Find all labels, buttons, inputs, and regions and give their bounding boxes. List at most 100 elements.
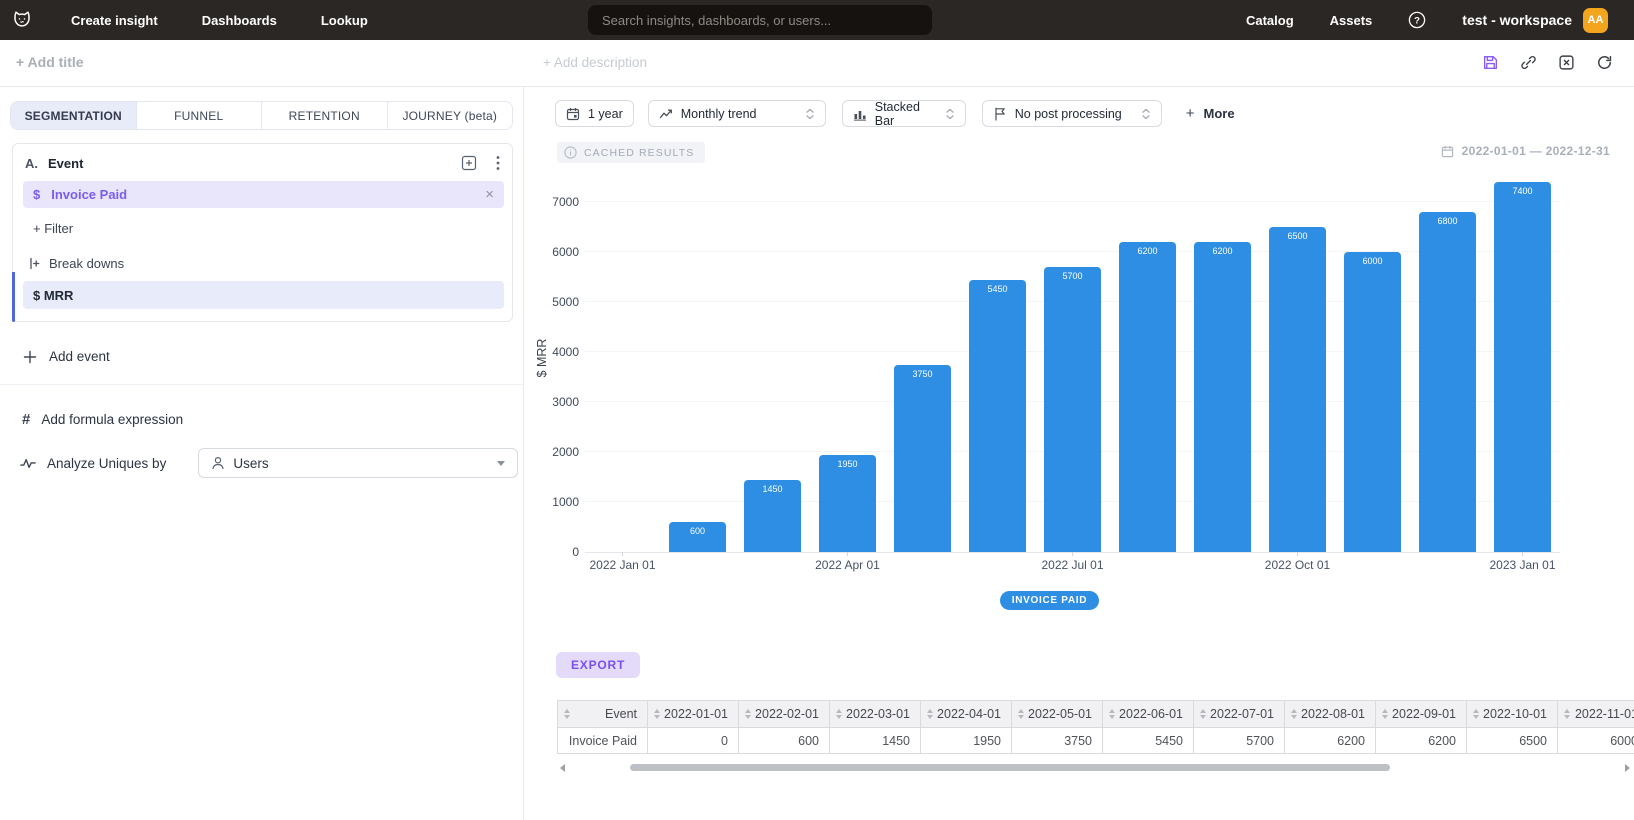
kebab-menu-icon[interactable]: [496, 155, 500, 171]
trend-value: Monthly trend: [680, 106, 757, 121]
date-range-display: 2022-01-01 — 2022-12-31: [1441, 144, 1610, 158]
column-header-2022-11-01[interactable]: 2022-11-01: [1557, 700, 1634, 728]
chart-type-select[interactable]: Stacked Bar: [841, 100, 966, 128]
column-header-2022-05-01[interactable]: 2022-05-01: [1011, 700, 1103, 728]
sort-icon[interactable]: [654, 709, 660, 719]
save-icon[interactable]: [1482, 54, 1499, 71]
column-header-2022-10-01[interactable]: 2022-10-01: [1466, 700, 1558, 728]
date-range-text: 2022-01-01 — 2022-12-31: [1461, 144, 1610, 158]
sort-icon[interactable]: [927, 709, 933, 719]
sort-icon[interactable]: [1564, 709, 1570, 719]
scrollbar-track[interactable]: [567, 764, 1622, 772]
column-header-2022-02-01[interactable]: 2022-02-01: [738, 700, 830, 728]
nav-dashboards[interactable]: Dashboards: [201, 12, 277, 28]
legend-pill[interactable]: INVOICE PAID: [999, 591, 1100, 610]
bar-value-label: 3750: [912, 368, 933, 379]
bar-2022-03-01[interactable]: 1450: [744, 479, 801, 552]
analyze-by-select[interactable]: Users: [198, 448, 519, 478]
column-header-label: 2022-11-01: [1574, 707, 1634, 721]
column-header-Event[interactable]: Event: [557, 700, 648, 728]
sort-icon[interactable]: [836, 709, 842, 719]
analyze-uniques-label: Analyze Uniques by: [47, 455, 167, 471]
bar-2022-06-01[interactable]: 5450: [969, 279, 1026, 552]
link-icon[interactable]: [1520, 54, 1537, 71]
bar-2022-09-01[interactable]: 6200: [1194, 242, 1251, 552]
bar-value-label: 6200: [1137, 246, 1158, 256]
bar-2022-05-01[interactable]: 3750: [894, 364, 951, 552]
selected-event-row[interactable]: $ Invoice Paid ×: [23, 181, 504, 208]
trend-select[interactable]: Monthly trend: [647, 100, 826, 127]
bar-2022-07-01[interactable]: 5700: [1044, 267, 1101, 552]
column-header-2022-01-01[interactable]: 2022-01-01: [647, 700, 739, 728]
chart-plot: 600 1450 1950 3750 5450 5700 6200 6200 6500 6000 6…: [585, 172, 1560, 553]
tab-funnel[interactable]: FUNNEL: [135, 102, 261, 129]
remove-event-icon[interactable]: ×: [485, 186, 494, 203]
bar-2022-11-01[interactable]: 6000: [1344, 252, 1401, 552]
add-event-button[interactable]: Add event: [23, 349, 110, 364]
cat-logo-icon[interactable]: [9, 7, 35, 33]
bar-2022-04-01[interactable]: 1950: [819, 454, 876, 552]
column-header-label: 2022-06-01: [1119, 707, 1183, 721]
sort-icon[interactable]: [1382, 709, 1388, 719]
nav-lookup[interactable]: Lookup: [320, 12, 368, 28]
column-header-2022-08-01[interactable]: 2022-08-01: [1284, 700, 1376, 728]
nav-assets[interactable]: Assets: [1329, 12, 1373, 28]
export-button[interactable]: EXPORT: [556, 652, 641, 678]
nav-catalog[interactable]: Catalog: [1245, 12, 1294, 28]
column-header-label: 2022-09-01: [1392, 707, 1456, 721]
close-icon[interactable]: [1558, 54, 1575, 71]
add-formula-button[interactable]: # Add formula expression: [22, 411, 183, 428]
column-header-2022-07-01[interactable]: 2022-07-01: [1193, 700, 1285, 728]
event-card-header: A. Event: [13, 144, 512, 179]
bar-value-label: 6800: [1437, 216, 1458, 226]
scroll-left-arrow[interactable]: [557, 763, 567, 772]
column-header-label: 2022-07-01: [1210, 707, 1274, 721]
results-table: Event 2022-01-01 2022-02-01 2022-03-01 2022-…: [557, 700, 1634, 754]
sort-icon[interactable]: [1018, 709, 1024, 719]
select-updown-icon: [945, 107, 955, 121]
y-tick-label: 4000: [552, 345, 579, 359]
bar-value-label: 1950: [837, 458, 858, 469]
help-icon[interactable]: ?: [1408, 11, 1426, 29]
scrollbar-thumb[interactable]: [630, 764, 1390, 771]
sort-icon[interactable]: [1291, 709, 1297, 719]
sort-icon[interactable]: [1473, 709, 1479, 719]
add-title-button[interactable]: + Add title: [16, 54, 84, 70]
refresh-icon[interactable]: [1596, 54, 1613, 71]
post-processing-select[interactable]: No post processing: [981, 100, 1162, 127]
x-tick-mark: [1522, 552, 1523, 556]
sort-icon[interactable]: [1200, 709, 1206, 719]
column-header-2022-06-01[interactable]: 2022-06-01: [1102, 700, 1194, 728]
date-range-button[interactable]: 1 year: [555, 100, 634, 127]
add-filter-button[interactable]: + Filter: [33, 221, 74, 236]
y-tick-label: 5000: [552, 295, 579, 309]
bar-2022-10-01[interactable]: 6500: [1269, 227, 1326, 552]
bar-2022-08-01[interactable]: 6200: [1119, 242, 1176, 552]
bar-2023-01-01[interactable]: 7400: [1494, 182, 1551, 552]
more-label: More: [1203, 106, 1235, 121]
column-header-label: Event: [605, 707, 637, 721]
sort-icon[interactable]: [745, 709, 751, 719]
bar-value-label: 6200: [1212, 246, 1233, 256]
tab-segmentation[interactable]: SEGMENTATION: [11, 102, 136, 129]
search-input[interactable]: [588, 5, 932, 35]
tab-retention[interactable]: RETENTION: [261, 102, 387, 129]
column-header-2022-09-01[interactable]: 2022-09-01: [1375, 700, 1467, 728]
workspace-switcher[interactable]: test - workspace AA: [1462, 7, 1608, 33]
breakdown-value-row[interactable]: $ MRR: [23, 281, 504, 309]
add-description-button[interactable]: + Add description: [543, 55, 647, 70]
bar-2022-12-01[interactable]: 6800: [1419, 212, 1476, 552]
sort-icon[interactable]: [1109, 709, 1115, 719]
column-header-2022-03-01[interactable]: 2022-03-01: [829, 700, 921, 728]
column-header-label: 2022-02-01: [755, 707, 819, 721]
column-header-2022-04-01[interactable]: 2022-04-01: [920, 700, 1012, 728]
scroll-right-arrow[interactable]: [1622, 763, 1632, 772]
breakdowns-section[interactable]: Break downs: [29, 256, 124, 271]
nav-create-insight[interactable]: Create insight: [71, 12, 158, 28]
sort-icon[interactable]: [564, 709, 570, 719]
bar-2022-02-01[interactable]: 600: [669, 522, 726, 552]
avatar[interactable]: AA: [1583, 7, 1608, 33]
more-button[interactable]: + More: [1186, 105, 1235, 122]
duplicate-event-icon[interactable]: [461, 155, 477, 171]
tab-journey[interactable]: JOURNEY (beta): [386, 102, 512, 129]
